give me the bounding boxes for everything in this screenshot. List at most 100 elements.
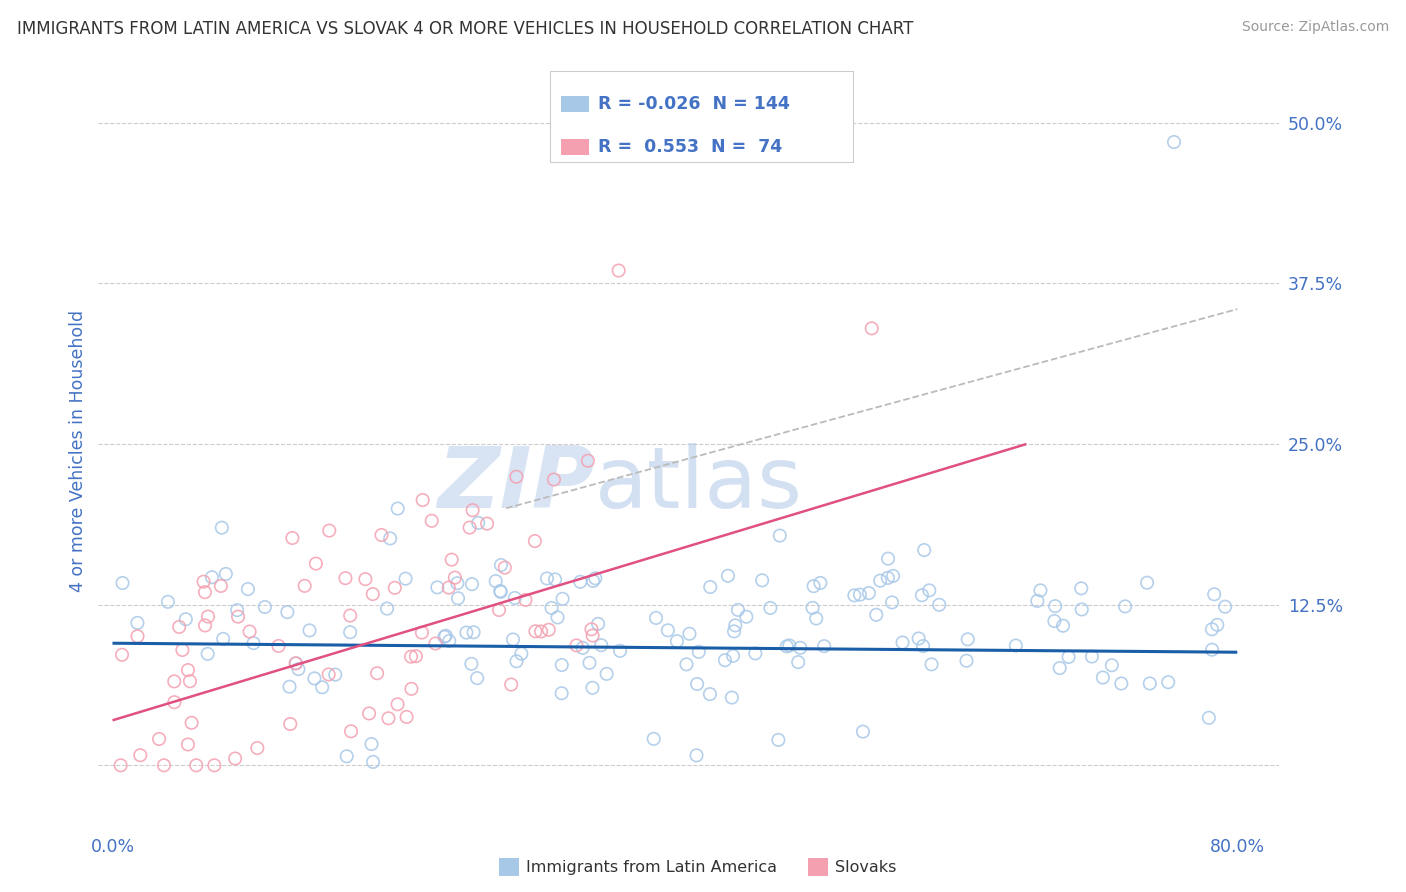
Point [440, 552, 463, 566]
Point [523, 534, 546, 549]
Point [723, 624, 745, 639]
Point [865, 607, 887, 622]
Point [489, 585, 512, 599]
Point [665, 634, 688, 648]
Point [1157, 675, 1180, 690]
Point [537, 623, 560, 637]
Point [276, 605, 298, 619]
Point [877, 551, 900, 566]
Point [582, 574, 605, 588]
Point [488, 603, 510, 617]
Point [1052, 619, 1074, 633]
Point [177, 738, 200, 752]
Point [852, 724, 875, 739]
Point [688, 645, 710, 659]
Point [1043, 599, 1066, 614]
Point [1139, 676, 1161, 690]
Point [891, 635, 914, 649]
Point [246, 741, 269, 756]
Point [675, 657, 697, 672]
Point [714, 653, 737, 667]
Text: ZIP: ZIP [437, 443, 595, 526]
Point [547, 610, 569, 624]
Point [340, 724, 363, 739]
Point [1206, 618, 1229, 632]
Point [685, 748, 707, 763]
Point [167, 620, 190, 634]
Point [465, 671, 488, 685]
Point [360, 737, 382, 751]
Point [581, 681, 603, 695]
Point [127, 629, 149, 643]
Point [505, 654, 527, 668]
Point [447, 591, 470, 606]
Point [803, 579, 825, 593]
Point [1049, 661, 1071, 675]
Point [645, 611, 668, 625]
Point [768, 732, 790, 747]
Point [1029, 583, 1052, 598]
Point [209, 579, 232, 593]
Text: Slovaks: Slovaks [835, 860, 897, 874]
Text: Source: ZipAtlas.com: Source: ZipAtlas.com [1241, 20, 1389, 34]
Point [467, 516, 489, 530]
Point [813, 639, 835, 653]
Point [378, 532, 401, 546]
Point [565, 639, 588, 653]
Point [657, 624, 679, 638]
Point [387, 698, 409, 712]
Point [869, 574, 891, 588]
Point [425, 636, 447, 650]
Point [524, 624, 547, 639]
Text: Immigrants from Latin America: Immigrants from Latin America [526, 860, 778, 874]
Point [911, 639, 934, 653]
Point [1081, 649, 1104, 664]
Point [503, 591, 526, 605]
Point [550, 686, 572, 700]
Point [1213, 599, 1236, 614]
Point [361, 755, 384, 769]
Point [433, 630, 456, 644]
Point [110, 758, 132, 772]
Point [571, 640, 593, 655]
Point [323, 667, 346, 681]
Point [305, 557, 328, 571]
Point [721, 690, 744, 705]
Point [583, 571, 606, 585]
Point [880, 595, 903, 609]
Point [267, 639, 290, 653]
Point [724, 618, 747, 632]
Point [426, 581, 449, 595]
Point [928, 598, 950, 612]
Point [412, 493, 434, 508]
Point [551, 591, 574, 606]
Point [212, 632, 235, 646]
Point [1136, 575, 1159, 590]
Point [778, 639, 800, 653]
Point [543, 473, 565, 487]
Point [434, 629, 457, 643]
Point [226, 609, 249, 624]
Point [298, 624, 321, 638]
Point [1070, 582, 1092, 596]
Point [789, 640, 811, 655]
Point [956, 632, 979, 647]
Text: atlas: atlas [595, 443, 803, 526]
Point [536, 571, 558, 585]
Point [304, 672, 326, 686]
Point [806, 611, 828, 625]
Point [759, 601, 782, 615]
Point [787, 655, 810, 669]
Point [174, 612, 197, 626]
Point [494, 560, 516, 574]
Point [461, 577, 484, 591]
Point [194, 618, 217, 632]
Point [311, 681, 333, 695]
Point [111, 576, 134, 591]
Point [876, 571, 898, 585]
Point [456, 625, 478, 640]
Point [551, 658, 574, 673]
Point [751, 574, 773, 588]
Point [318, 667, 340, 681]
Point [278, 680, 301, 694]
